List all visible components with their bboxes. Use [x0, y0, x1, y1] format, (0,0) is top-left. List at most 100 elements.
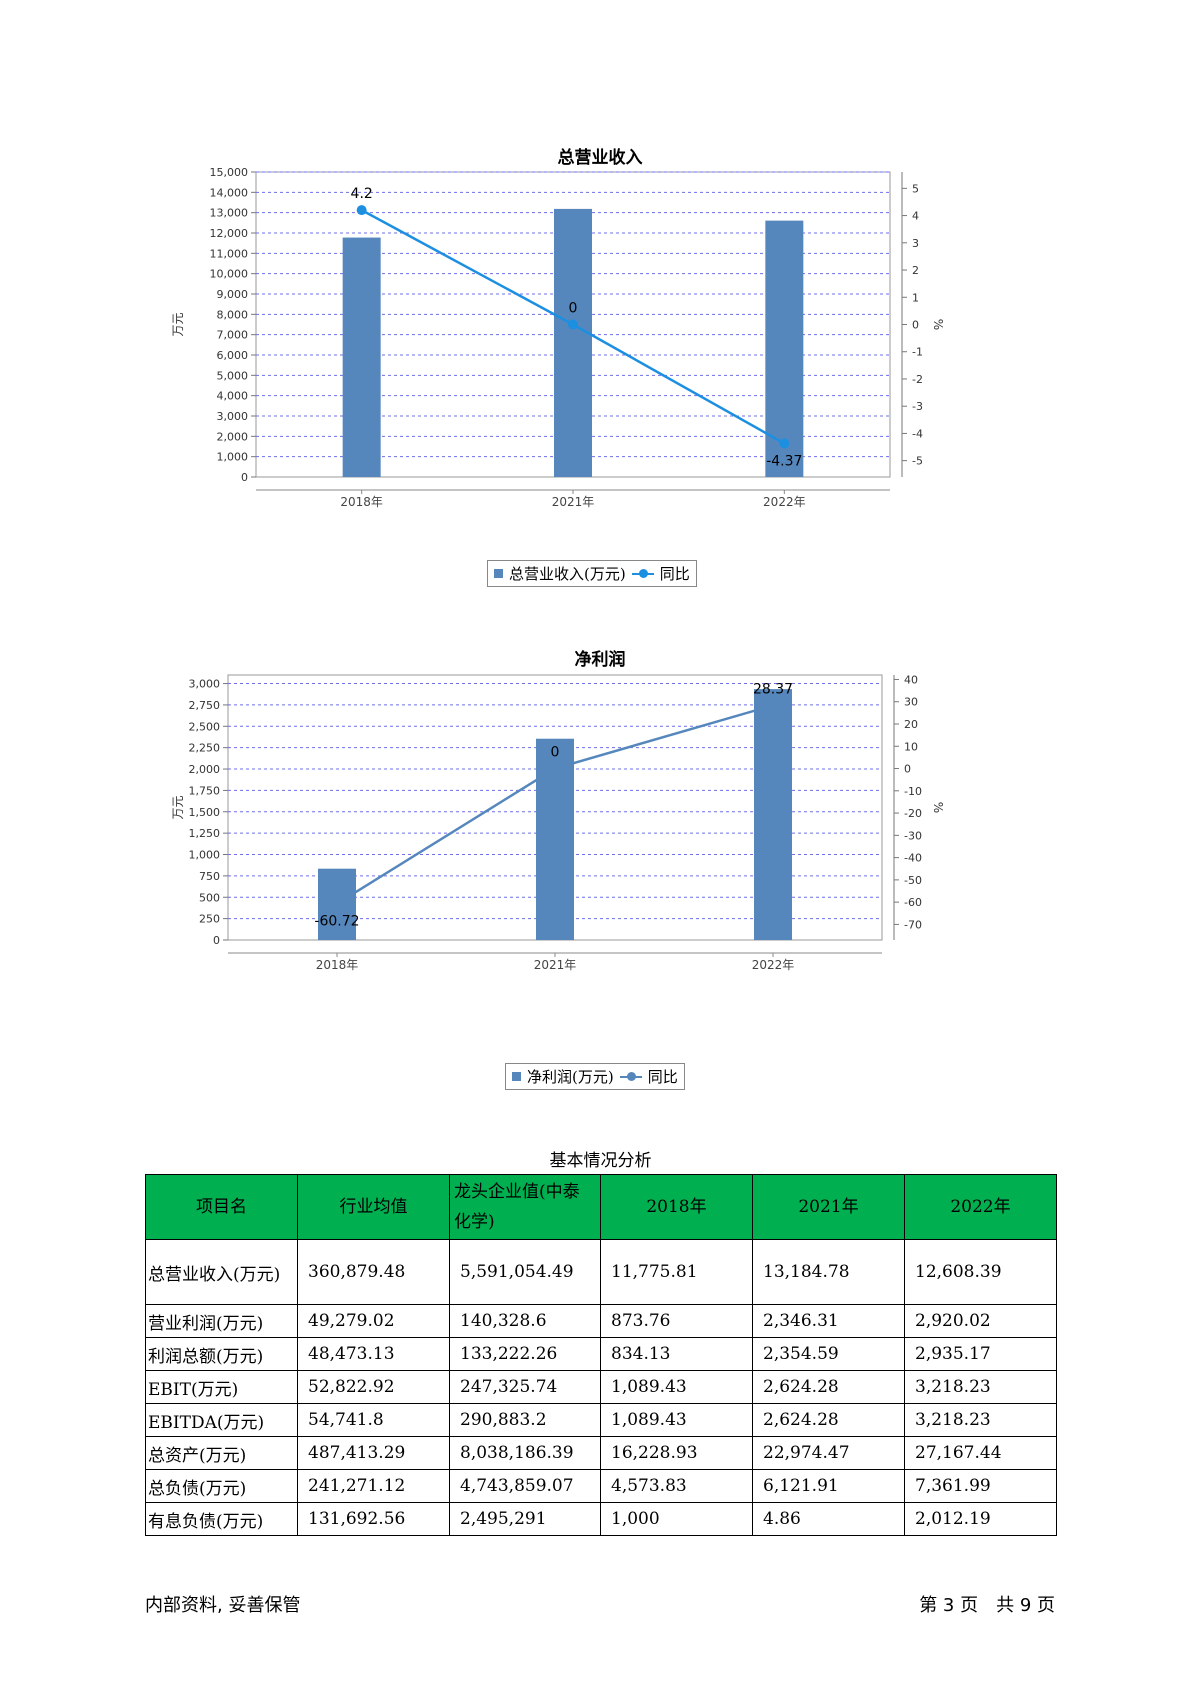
y-tick-label: 750	[199, 870, 220, 883]
table-cell: 13,184.78	[752, 1239, 905, 1305]
table-cell: 241,271.12	[297, 1469, 450, 1503]
table-row: 营业利润(万元) 49,279.02 140,328.6 873.76 2,34…	[145, 1304, 1057, 1338]
y-tick-label: 2,500	[189, 720, 221, 733]
bar	[554, 208, 592, 477]
y2-axis-label: %	[931, 802, 945, 813]
y-tick-label: 2,250	[189, 742, 221, 755]
table-cell: 4.86	[752, 1502, 905, 1536]
y2-tick-label: 0	[904, 763, 911, 776]
x-tick-label: 2021年	[552, 495, 595, 509]
table-row: 总资产(万元) 487,413.29 8,038,186.39 16,228.9…	[145, 1436, 1057, 1470]
table-cell: 487,413.29	[297, 1436, 450, 1470]
legend-bar-swatch	[494, 569, 503, 578]
table-cell: 48,473.13	[297, 1337, 450, 1371]
table-cell: 总负债(万元)	[145, 1469, 298, 1503]
table-cell: 8,038,186.39	[449, 1436, 601, 1470]
table-caption: 基本情况分析	[549, 1151, 652, 1171]
y-axis-label: 万元	[171, 312, 185, 336]
table-cell: 1,089.43	[600, 1403, 753, 1437]
y2-tick-label: -60	[904, 896, 922, 909]
y2-tick-label: 2	[912, 264, 919, 277]
bar	[765, 220, 804, 477]
y-tick-label: 2,750	[189, 699, 221, 712]
header-cell: 项目名	[145, 1174, 298, 1240]
y2-tick-label: -10	[904, 785, 922, 798]
yoy-data-label: -4.37	[766, 454, 802, 470]
chart-title: 净利润	[574, 650, 626, 670]
table-cell: 2,920.02	[904, 1304, 1057, 1338]
footer-page-number: 第 3 页 共 9 页	[919, 1595, 1055, 1616]
y-tick-label: 8,000	[217, 308, 249, 321]
table-cell: EBITDA(万元)	[145, 1403, 298, 1437]
y2-tick-label: -20	[904, 807, 922, 820]
y-tick-label: 10,000	[210, 268, 249, 281]
y-tick-label: 2,000	[189, 763, 221, 776]
legend-line-swatch	[619, 1071, 642, 1081]
table-cell: 4,573.83	[600, 1469, 753, 1503]
header-cell: 2021年	[752, 1174, 905, 1240]
table-cell: 49,279.02	[297, 1304, 450, 1338]
table-cell: 1,089.43	[600, 1370, 753, 1404]
table-cell: 1,000	[600, 1502, 753, 1536]
chart-legend: 净利润(万元) 同比	[505, 1063, 685, 1090]
yoy-data-label: 0	[569, 301, 578, 317]
table-cell: 2,624.28	[752, 1370, 905, 1404]
y-tick-label: 2,000	[217, 430, 249, 443]
table-cell: 11,775.81	[600, 1239, 753, 1305]
table-cell: 290,883.2	[449, 1403, 601, 1437]
y-tick-label: 14,000	[210, 186, 249, 199]
y-tick-label: 1,000	[217, 451, 249, 464]
y2-tick-label: -3	[912, 400, 923, 413]
table-cell: 834.13	[600, 1337, 753, 1371]
y-tick-label: 4,000	[217, 390, 249, 403]
y-tick-label: 1,500	[189, 806, 221, 819]
y-tick-label: 12,000	[210, 227, 249, 240]
header-cell: 2018年	[600, 1174, 753, 1240]
table-row: 有息负债(万元) 131,692.56 2,495,291 1,000 4.86…	[145, 1502, 1057, 1536]
table-cell: 12,608.39	[904, 1239, 1057, 1305]
y-tick-label: 0	[213, 934, 220, 947]
table-cell: EBIT(万元)	[145, 1370, 298, 1404]
chart-title: 总营业收入	[557, 148, 643, 168]
y2-tick-label: -30	[904, 829, 922, 842]
y2-tick-label: 3	[912, 237, 919, 250]
y2-tick-label: 20	[904, 718, 918, 731]
table-cell: 6,121.91	[752, 1469, 905, 1503]
header-cell: 行业均值	[297, 1174, 450, 1240]
y2-tick-label: -2	[912, 373, 923, 386]
table-row: 总营业收入(万元) 360,879.48 5,591,054.49 11,775…	[145, 1239, 1057, 1305]
table-cell: 3,218.23	[904, 1370, 1057, 1404]
y2-tick-label: -70	[904, 918, 922, 931]
y2-tick-label: 1	[912, 291, 919, 304]
header-cell: 龙头企业值(中泰化学)	[449, 1174, 601, 1240]
table-cell: 27,167.44	[904, 1436, 1057, 1470]
table-cell: 131,692.56	[297, 1502, 450, 1536]
legend-line-label: 同比	[647, 1068, 678, 1086]
basic-analysis-table: 项目名 行业均值 龙头企业值(中泰化学) 2018年 2021年 2022年 总…	[145, 1174, 1057, 1536]
table-row: EBITDA(万元) 54,741.8 290,883.2 1,089.43 2…	[145, 1403, 1057, 1437]
net-profit-chart: 0 250 500 750 1,000 1,250 1,500 1,750 2,000 2,250…	[171, 673, 945, 972]
yoy-point	[356, 205, 367, 216]
y-axis-label: 万元	[171, 795, 185, 819]
y-tick-label: 1,250	[189, 827, 221, 840]
y-tick-label: 13,000	[210, 207, 249, 220]
table-cell: 22,974.47	[752, 1436, 905, 1470]
y2-tick-label: 10	[904, 740, 918, 753]
table-row: EBIT(万元) 52,822.92 247,325.74 1,089.43 2…	[145, 1370, 1057, 1404]
yoy-point	[768, 700, 778, 711]
y2-tick-label: -1	[912, 346, 923, 359]
yoy-data-label: 4.2	[351, 186, 373, 202]
y-tick-label: 5,000	[217, 369, 249, 382]
table-cell: 总资产(万元)	[145, 1436, 298, 1470]
yoy-data-label: 28.37	[753, 681, 793, 697]
y-tick-label: 15,000	[210, 166, 249, 179]
legend-bar-label: 总营业收入(万元)	[509, 565, 626, 583]
table-cell: 2,935.17	[904, 1337, 1057, 1371]
y2-tick-label: 5	[912, 182, 919, 195]
table-cell: 总营业收入(万元)	[145, 1239, 298, 1305]
y-tick-label: 3,000	[189, 678, 221, 691]
y2-tick-label: 0	[912, 319, 919, 332]
bar	[754, 689, 792, 940]
table-cell: 4,743,859.07	[449, 1469, 601, 1503]
table-cell: 营业利润(万元)	[145, 1304, 298, 1338]
